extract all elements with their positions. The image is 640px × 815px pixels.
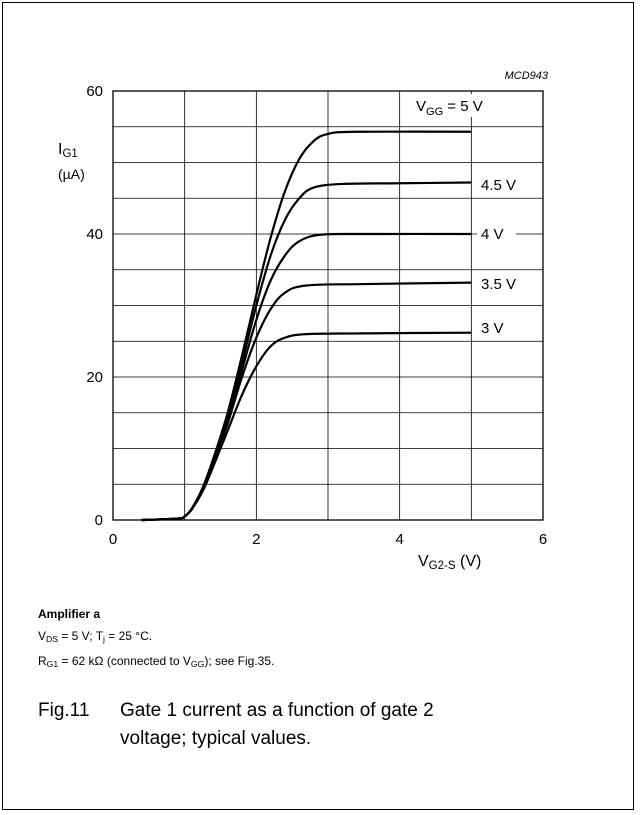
- y-tick-label: 40: [86, 226, 103, 243]
- series-label-bg: [477, 223, 516, 244]
- y-tick-label: 0: [95, 512, 103, 529]
- series-curve: [141, 130, 472, 522]
- plot-border: [112, 90, 544, 521]
- figure-caption: Fig.11 Gate 1 current as a function of ga…: [38, 697, 434, 753]
- caption-line-2: RG1 = 62 kΩ (connected to VGG); see Fig.…: [38, 654, 275, 670]
- x-axis-label: VG2-S (V): [418, 553, 482, 572]
- series-label: VGG = 5 V: [416, 98, 483, 118]
- caption-title: Amplifier a: [38, 607, 101, 621]
- caption-line-1: VDS = 5 V; Tj = 25 °C.: [38, 629, 153, 645]
- x-tick-label: 2: [252, 531, 260, 548]
- x-tick-label: 4: [395, 531, 403, 548]
- series-label: 4 V: [481, 226, 504, 243]
- figure-number: Fig.11: [38, 700, 90, 721]
- chart-axes: [112, 90, 544, 521]
- figure-text-1: Gate 1 current as a function of gate 2: [120, 700, 434, 721]
- y-axis-label: IG1 (µA): [58, 141, 85, 182]
- series-label-bg: [412, 94, 516, 117]
- series-label-bg: [477, 174, 534, 195]
- series-label: 4.5 V: [481, 177, 516, 194]
- chart-grid: [113, 91, 543, 520]
- x-tick-label: 6: [539, 531, 547, 548]
- chart-curves: [141, 130, 472, 522]
- conditions-caption: Amplifier a VDS = 5 V; Tj = 25 °C. RG1 =…: [38, 603, 274, 675]
- series-curve: [141, 331, 472, 522]
- y-tick-label: 20: [86, 369, 103, 386]
- figure-code: MCD943: [504, 70, 548, 82]
- series-label-bg: [477, 317, 516, 338]
- series-label: 3.5 V: [481, 276, 516, 293]
- x-tick-label: 0: [109, 531, 117, 548]
- figure-frame: [2, 2, 634, 810]
- y-tick-label: 60: [86, 83, 103, 100]
- series-labels: VGG = 5 V 4.5 V 4 V 3.5 V 3 V: [412, 94, 534, 338]
- figure-text-2: voltage; typical values.: [120, 728, 312, 749]
- series-label: 3 V: [481, 320, 504, 337]
- series-label-bg: [477, 273, 534, 294]
